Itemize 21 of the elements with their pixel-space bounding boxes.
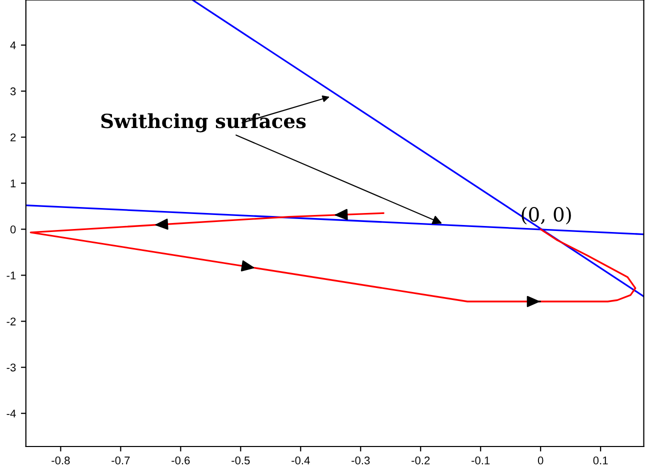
y-tick-label: -1 bbox=[6, 272, 16, 280]
y-tick-label: 4 bbox=[10, 41, 16, 50]
x-tick-label: -0.5 bbox=[232, 456, 250, 464]
annotation: (0, 0) bbox=[522, 206, 571, 224]
y-tick-label: 2 bbox=[10, 133, 16, 142]
y-tick-label: 1 bbox=[10, 180, 16, 188]
x-tick-label: -0.4 bbox=[292, 456, 310, 464]
y-tick-label: -2 bbox=[6, 318, 16, 326]
x-tick-label: -0.3 bbox=[352, 456, 370, 464]
x-tick-label: -0.8 bbox=[52, 456, 70, 464]
x-tick-label: -0.1 bbox=[472, 456, 490, 464]
y-tick-label: -3 bbox=[6, 364, 16, 372]
annotation: Swithcing surfaces bbox=[101, 113, 306, 132]
x-tick-label: -0.7 bbox=[112, 456, 130, 464]
x-tick-label: 0.1 bbox=[593, 456, 608, 464]
x-tick-label: -0.6 bbox=[172, 456, 190, 464]
y-tick-label: 0 bbox=[10, 226, 16, 234]
y-tick-label: -4 bbox=[6, 410, 16, 418]
x-tick-label: -0.2 bbox=[412, 456, 430, 464]
y-tick-label: 3 bbox=[10, 87, 16, 96]
x-tick-label: 0 bbox=[538, 456, 544, 464]
